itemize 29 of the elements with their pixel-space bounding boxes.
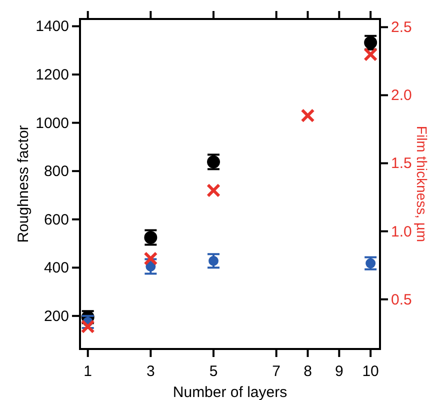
x-tick-label: 9 xyxy=(334,363,344,380)
point xyxy=(144,252,158,266)
point xyxy=(364,47,378,62)
x-tick-label: 8 xyxy=(304,363,312,380)
point xyxy=(80,320,95,334)
y2-tick-label: 2.0 xyxy=(391,87,412,104)
y-tick-label: 1200 xyxy=(36,66,69,84)
y-tick-label: 800 xyxy=(44,163,69,180)
y2-axis-title: Film thickness, µm xyxy=(414,126,430,242)
y-tick-label: 400 xyxy=(44,260,69,277)
point xyxy=(206,183,221,198)
y2-tick-label: 1.5 xyxy=(391,155,412,172)
y-tick-label: 200 xyxy=(44,308,69,325)
y-tick-label: 600 xyxy=(44,211,69,228)
y-tick-label: 1400 xyxy=(36,18,69,36)
x-tick-label: 5 xyxy=(209,363,218,380)
point xyxy=(300,108,315,123)
x-tick-label: 3 xyxy=(146,363,155,380)
point xyxy=(208,256,219,266)
y2-tick-label: 0.5 xyxy=(391,291,412,308)
y-axis-title: Roughness factor xyxy=(15,125,32,243)
x-tick-label: 1 xyxy=(84,363,92,380)
point xyxy=(146,261,156,272)
x-tick-label: 7 xyxy=(272,363,281,380)
y2-tick-label: 1.0 xyxy=(391,223,412,240)
y2-tick-label: 2.5 xyxy=(391,19,412,36)
x-tick-label: 10 xyxy=(362,363,379,380)
y-tick-label: 1000 xyxy=(36,114,69,132)
x-axis-title: Number of layers xyxy=(172,384,288,400)
